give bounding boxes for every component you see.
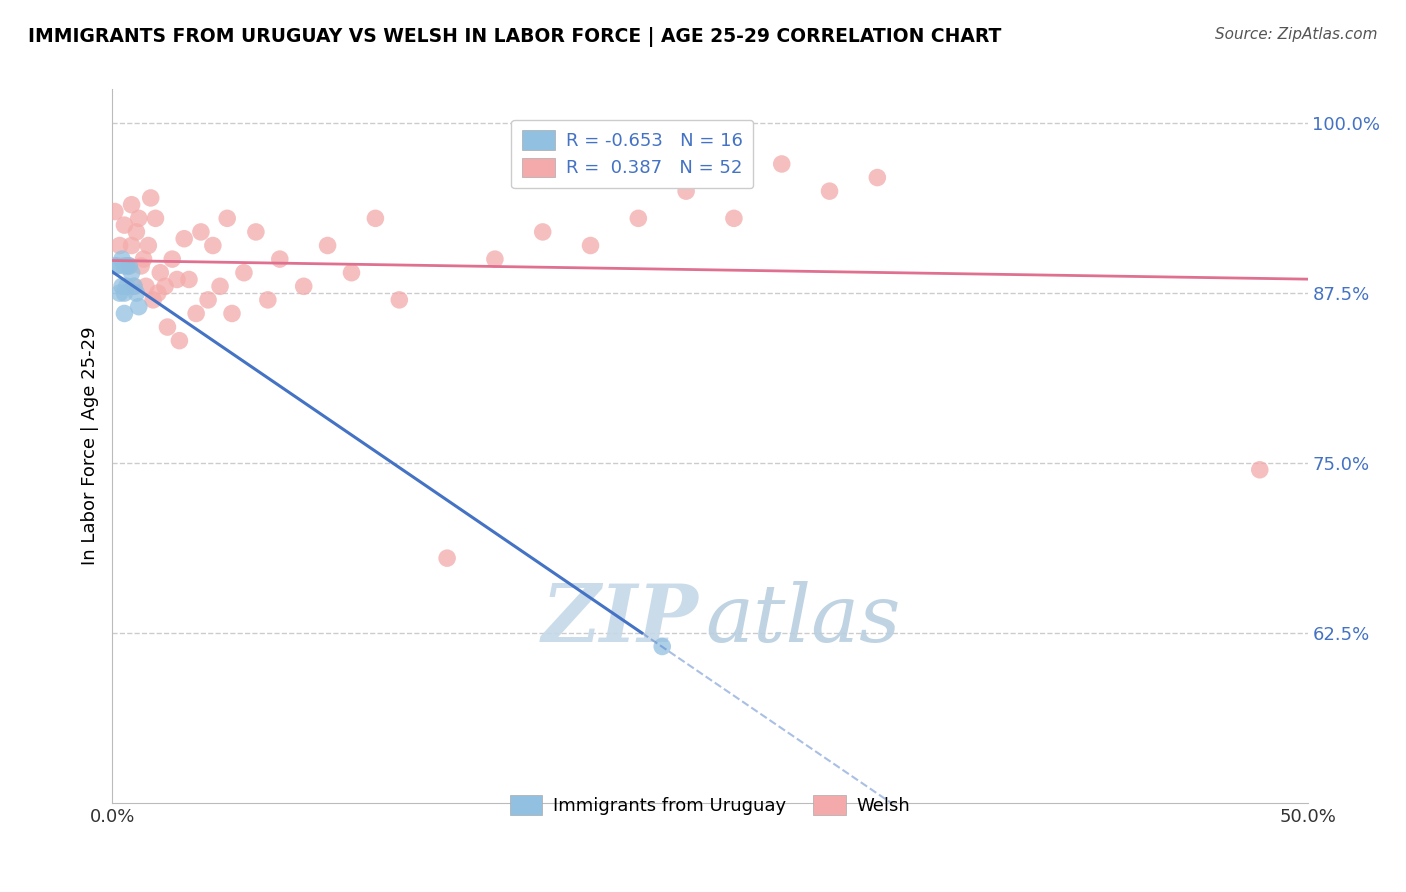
- Point: [128, 211, 150, 226]
- Point: [125, 286, 148, 301]
- Point: [177, 272, 200, 286]
- Point: [111, 252, 134, 266]
- Point: [292, 279, 315, 293]
- Point: [579, 238, 602, 252]
- Point: [221, 306, 243, 320]
- Point: [104, 204, 127, 219]
- Point: [166, 272, 188, 286]
- Point: [115, 279, 138, 293]
- Point: [135, 279, 157, 293]
- Point: [484, 252, 506, 266]
- Point: [108, 238, 131, 252]
- Point: [129, 259, 152, 273]
- Point: [122, 279, 145, 293]
- Point: [125, 225, 148, 239]
- Point: [364, 211, 387, 226]
- Point: [162, 252, 183, 266]
- Point: [675, 184, 697, 198]
- Point: [770, 157, 793, 171]
- Point: [114, 286, 135, 301]
- Point: [145, 211, 167, 226]
- Point: [118, 259, 141, 273]
- Point: [340, 266, 363, 280]
- Point: [149, 266, 172, 280]
- Text: atlas: atlas: [706, 581, 901, 658]
- Point: [316, 238, 339, 252]
- Point: [651, 640, 673, 654]
- Text: IMMIGRANTS FROM URUGUAY VS WELSH IN LABOR FORCE | AGE 25-29 CORRELATION CHART: IMMIGRANTS FROM URUGUAY VS WELSH IN LABO…: [28, 27, 1001, 46]
- Point: [173, 232, 195, 246]
- Point: [139, 191, 162, 205]
- Point: [132, 252, 155, 266]
- Point: [217, 211, 239, 226]
- Point: [122, 279, 145, 293]
- Point: [114, 259, 135, 273]
- Point: [269, 252, 291, 266]
- Point: [111, 279, 134, 293]
- Point: [118, 259, 141, 273]
- Legend: Immigrants from Uruguay, Welsh: Immigrants from Uruguay, Welsh: [502, 788, 918, 822]
- Point: [257, 293, 280, 307]
- Point: [201, 238, 224, 252]
- Point: [1249, 463, 1271, 477]
- Point: [108, 286, 131, 301]
- Point: [114, 306, 135, 320]
- Point: [142, 293, 165, 307]
- Point: [866, 170, 889, 185]
- Point: [138, 238, 160, 252]
- Point: [121, 238, 143, 252]
- Point: [245, 225, 267, 239]
- Text: Source: ZipAtlas.com: Source: ZipAtlas.com: [1215, 27, 1378, 42]
- Point: [186, 306, 208, 320]
- Point: [209, 279, 232, 293]
- Point: [121, 198, 143, 212]
- Point: [146, 286, 169, 301]
- Point: [121, 266, 143, 280]
- Text: ZIP: ZIP: [541, 581, 699, 658]
- Point: [233, 266, 256, 280]
- Point: [156, 320, 179, 334]
- Point: [114, 218, 135, 232]
- Point: [531, 225, 554, 239]
- Point: [169, 334, 191, 348]
- Point: [153, 279, 176, 293]
- Point: [818, 184, 841, 198]
- Point: [197, 293, 219, 307]
- Point: [627, 211, 650, 226]
- Point: [190, 225, 212, 239]
- Point: [105, 259, 128, 273]
- Point: [723, 211, 745, 226]
- Point: [388, 293, 411, 307]
- Point: [115, 259, 138, 273]
- Point: [104, 259, 127, 273]
- Point: [128, 300, 150, 314]
- Point: [436, 551, 458, 566]
- Y-axis label: In Labor Force | Age 25-29: In Labor Force | Age 25-29: [80, 326, 98, 566]
